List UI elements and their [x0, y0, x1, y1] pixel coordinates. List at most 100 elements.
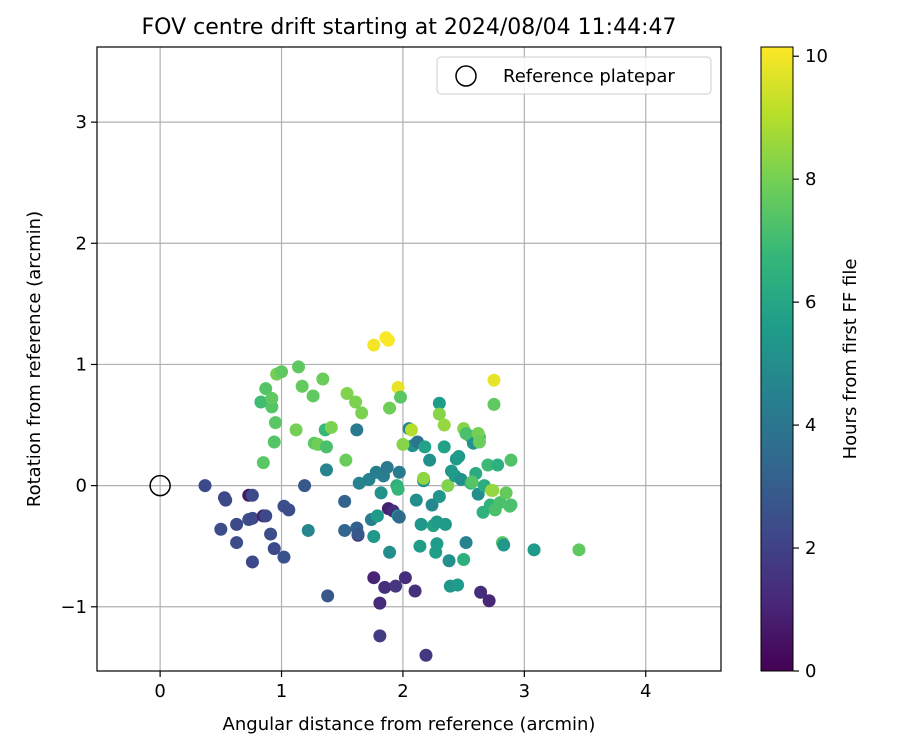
scatter-point: [459, 536, 473, 550]
scatter-point: [419, 648, 433, 662]
scatter-point: [459, 427, 473, 441]
scatter-point: [338, 494, 352, 508]
scatter-point: [367, 338, 381, 352]
scatter-point: [254, 395, 268, 409]
scatter-point: [423, 453, 437, 467]
y-axis-ticks: −1 0 1 2 3: [60, 112, 97, 618]
scatter-point: [277, 550, 291, 564]
x-tick-label: 0: [154, 681, 165, 702]
scatter-point: [432, 396, 446, 410]
scatter-point: [198, 479, 212, 493]
scatter-point: [306, 389, 320, 403]
scatter-point: [214, 522, 228, 536]
colorbar-tick-label: 8: [805, 169, 816, 190]
data-points: [198, 331, 586, 662]
scatter-point: [381, 333, 395, 347]
chart-title: FOV centre drift starting at 2024/08/04 …: [142, 15, 677, 40]
scatter-point: [481, 458, 495, 472]
y-tick-label: −1: [60, 597, 87, 618]
colorbar: 0 2 4 6 8 10 Hours from first FF file: [760, 46, 861, 682]
legend-reference-label: Reference platepar: [503, 66, 675, 87]
x-axis-ticks: 0 1 2 3 4: [154, 671, 651, 702]
scatter-point: [425, 498, 439, 512]
scatter-point: [367, 530, 381, 544]
scatter-point: [264, 527, 278, 541]
scatter-point: [321, 589, 335, 603]
scatter-point: [265, 391, 279, 405]
scatter-point: [383, 401, 397, 415]
y-tick-label: 0: [76, 476, 87, 497]
scatter-point: [451, 578, 465, 592]
scatter-point: [432, 407, 446, 421]
colorbar-gradient: [760, 46, 794, 672]
scatter-point: [392, 465, 406, 479]
scatter-point: [267, 542, 281, 556]
x-tick-label: 4: [640, 681, 651, 702]
scatter-point: [295, 379, 309, 393]
scatter-point: [367, 571, 381, 585]
scatter-point: [414, 517, 428, 531]
scatter-point: [319, 463, 333, 477]
plot-frame: [96, 46, 722, 672]
scatter-point: [418, 440, 432, 454]
scatter-point: [432, 490, 446, 504]
scatter-point: [298, 479, 312, 493]
scatter-point: [486, 483, 500, 497]
scatter-point: [430, 537, 444, 551]
scatter-point: [338, 523, 352, 537]
scatter-point: [391, 482, 405, 496]
colorbar-tick-label: 4: [805, 415, 816, 436]
scatter-point: [324, 420, 338, 434]
scatter-point: [380, 460, 394, 474]
scatter-point: [370, 509, 384, 523]
scatter-point: [472, 435, 486, 449]
colorbar-tick-label: 10: [805, 46, 828, 67]
scatter-point: [398, 571, 412, 585]
scatter-point: [316, 372, 330, 386]
y-tick-label: 1: [76, 354, 87, 375]
scatter-point: [355, 406, 369, 420]
x-axis-label: Angular distance from reference (arcmin): [223, 714, 596, 735]
scatter-point: [383, 545, 397, 559]
scatter-point: [438, 517, 452, 531]
scatter-point: [275, 365, 289, 379]
scatter-point: [340, 387, 354, 401]
scatter-point: [339, 453, 353, 467]
colorbar-ticks: 0 2 4 6 8 10: [793, 46, 828, 682]
scatter-point: [256, 456, 270, 470]
scatter-point: [404, 423, 418, 437]
x-tick-label: 1: [276, 681, 287, 702]
y-tick-label: 3: [76, 112, 87, 133]
scatter-point: [465, 475, 479, 489]
scatter-point: [378, 580, 392, 594]
scatter-point: [487, 397, 501, 411]
scatter-point: [452, 450, 466, 464]
scatter-point: [230, 517, 244, 531]
scatter-point: [219, 493, 233, 507]
scatter-point: [245, 511, 259, 525]
scatter-point: [482, 594, 496, 608]
colorbar-tick-label: 2: [805, 538, 816, 559]
scatter-point: [389, 579, 403, 593]
scatter-point: [409, 493, 423, 507]
x-tick-label: 2: [397, 681, 408, 702]
scatter-point: [373, 629, 387, 643]
scatter-point: [259, 382, 273, 396]
scatter-point: [527, 543, 541, 557]
scatter-point: [417, 471, 431, 485]
scatter-point: [268, 416, 282, 430]
scatter-point: [230, 536, 244, 550]
colorbar-label: Hours from first FF file: [840, 259, 861, 460]
legend-reference-marker: [455, 65, 477, 87]
y-axis-label: Rotation from reference (arcmin): [24, 211, 45, 507]
grid-lines: [97, 47, 721, 671]
reference-platepar-marker: [149, 474, 171, 497]
scatter-point: [396, 437, 410, 451]
scatter-point: [474, 585, 488, 599]
scatter-point: [572, 543, 586, 557]
scatter-point: [437, 418, 451, 432]
scatter-point: [504, 453, 518, 467]
scatter-point: [442, 554, 456, 568]
scatter-point: [497, 538, 511, 552]
